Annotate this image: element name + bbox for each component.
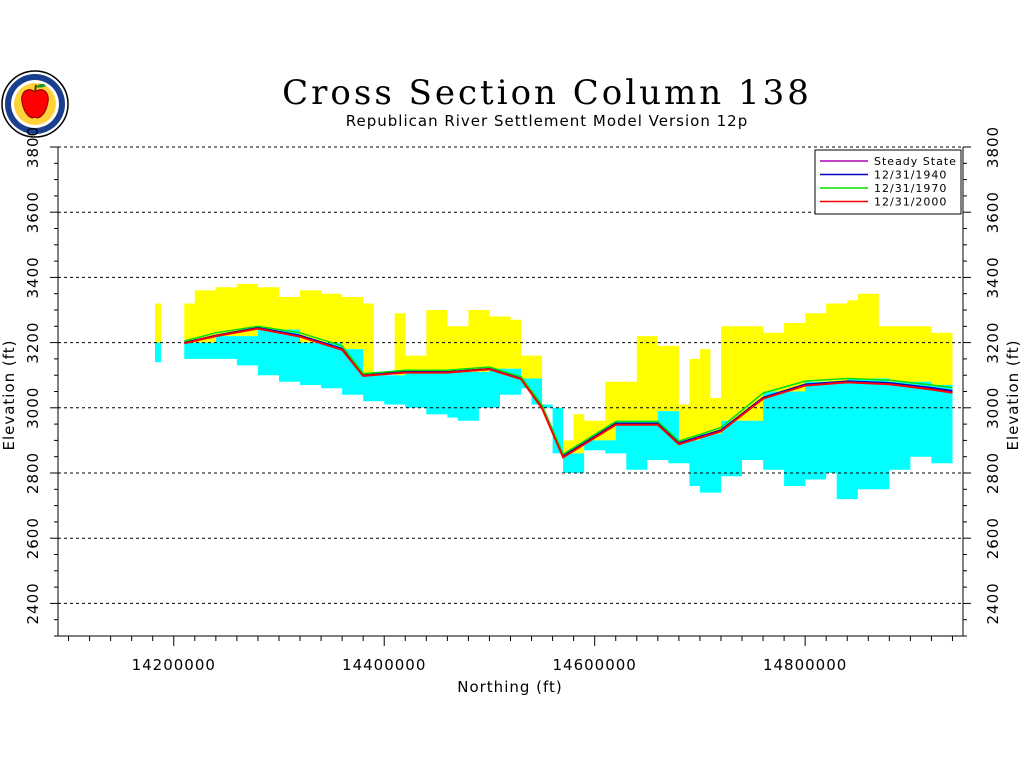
apple-icon xyxy=(21,83,49,119)
lower-layer-area xyxy=(184,329,953,500)
y-tick-label-left: 3200 xyxy=(24,322,42,364)
legend-entry-label: 12/31/1940 xyxy=(874,169,947,182)
y-tick-label-left: 3800 xyxy=(24,126,42,168)
y-axis-label-left: Elevation (ft) xyxy=(0,339,18,450)
x-tick-label: 14600000 xyxy=(553,656,637,674)
x-tick-label: 14200000 xyxy=(132,656,216,674)
logo-seal xyxy=(1,70,69,138)
isolated-column-lower xyxy=(154,342,161,363)
y-tick-label-right: 2800 xyxy=(984,452,1002,494)
series-line-12-31-1940 xyxy=(184,326,953,458)
y-tick-label-left: 2600 xyxy=(24,517,42,559)
legend-entry-label: Steady State xyxy=(874,155,957,168)
grid-lines xyxy=(58,146,963,604)
chart-title: Cross Section Column 138 xyxy=(282,73,812,113)
y-tick-label-right: 3400 xyxy=(984,256,1002,298)
series-line-12-31-2000 xyxy=(184,327,953,459)
series-line-12-31-1970 xyxy=(184,325,953,456)
legend: Steady State12/31/194012/31/197012/31/20… xyxy=(814,149,962,215)
y-tick-label-right: 3000 xyxy=(984,387,1002,429)
chart-subtitle: Republican River Settlement Model Versio… xyxy=(346,112,748,130)
y-tick-label-right: 2600 xyxy=(984,517,1002,559)
y-tick-label-left: 2400 xyxy=(24,582,42,624)
plot-layers xyxy=(154,283,953,500)
y-tick-label-left: 3600 xyxy=(24,191,42,233)
y-tick-label-left: 3400 xyxy=(24,256,42,298)
x-axis-label: Northing (ft) xyxy=(457,678,563,696)
x-tick-label: 14800000 xyxy=(763,656,847,674)
y-axis-label-right: Elevation (ft) xyxy=(1004,339,1022,450)
y-tick-label-right: 3600 xyxy=(984,191,1002,233)
axes: 14200000 14400000 14600000 14800000 2400 2400… xyxy=(24,126,1002,674)
y-tick-label-right: 3200 xyxy=(984,322,1002,364)
legend-entry-label: 12/31/1970 xyxy=(874,182,947,195)
series-lines xyxy=(184,325,953,459)
y-tick-label-right: 3800 xyxy=(984,126,1002,168)
isolated-column-upper xyxy=(154,303,161,343)
legend-entry-label: 12/31/2000 xyxy=(874,196,947,209)
y-tick-label-right: 2400 xyxy=(984,582,1002,624)
y-tick-label-left: 2800 xyxy=(24,452,42,494)
x-tick-label: 14400000 xyxy=(342,656,426,674)
upper-layer-area xyxy=(184,283,953,454)
y-tick-label-left: 3000 xyxy=(24,387,42,429)
